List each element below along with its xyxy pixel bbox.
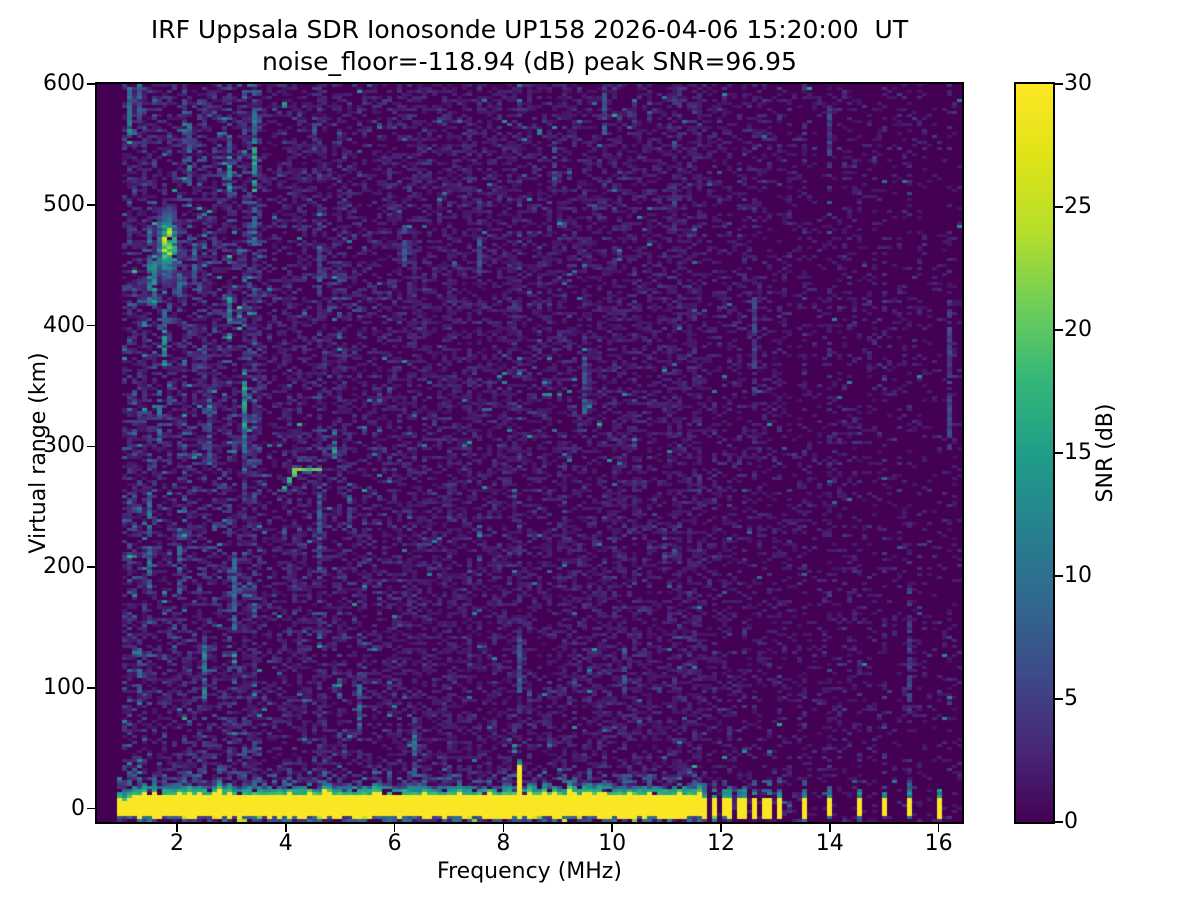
y-tick-label: 600 [43,71,85,96]
y-tick-mark [87,204,95,206]
y-tick-mark [87,566,95,568]
x-tick-mark [937,824,940,832]
y-tick-label: 100 [43,674,85,700]
x-tick-label: 4 [278,831,293,856]
colorbar-gradient-canvas [1016,84,1053,822]
y-tick-mark [87,807,95,810]
x-tick-label: 2 [169,831,184,856]
x-axis-label: Frequency (MHz) [437,859,622,884]
colorbar-tick-label: 0 [1064,809,1078,834]
y-tick-label: 200 [43,554,85,580]
colorbar-tick-mark [1055,575,1063,577]
colorbar-tick-label: 30 [1064,71,1092,96]
colorbar-tick-mark [1055,83,1063,85]
x-tick-mark [611,824,613,832]
x-tick-mark [285,824,287,832]
colorbar-tick-label: 10 [1064,563,1092,588]
colorbar-tick-mark [1055,698,1063,700]
x-tick-label: 10 [598,831,627,856]
colorbar-tick-mark [1055,329,1063,331]
colorbar-tick-mark [1055,206,1063,208]
y-axis-label: Virtual range (km) [26,352,51,554]
x-tick-mark [720,824,722,832]
figure-subtitle: noise_floor=-118.94 (dB) peak SNR=96.95 [262,47,797,76]
x-tick-mark [393,824,396,832]
x-tick-label: 8 [496,831,511,856]
y-tick-mark [87,83,95,85]
y-tick-mark [87,687,95,689]
colorbar-tick-label: 25 [1064,194,1092,219]
x-tick-label: 6 [387,831,402,856]
colorbar-tick-mark [1055,821,1063,823]
colorbar-label: SNR (dB) [1093,403,1118,503]
y-tick-label: 300 [43,433,85,459]
colorbar-tick-label: 15 [1064,440,1092,465]
x-tick-mark [176,824,178,832]
x-tick-mark [502,824,505,832]
y-tick-label: 500 [43,191,85,217]
x-tick-mark [829,824,831,832]
x-tick-label: 14 [815,831,844,856]
x-tick-label: 16 [924,831,953,856]
x-tick-label: 12 [706,831,735,856]
ionogram-heatmap-canvas [97,84,962,822]
colorbar-tick-label: 5 [1064,686,1078,711]
y-tick-label: 400 [43,312,85,338]
y-tick-mark [87,324,95,327]
y-tick-label: 0 [71,795,85,821]
y-tick-mark [87,445,95,448]
colorbar-tick-mark [1055,452,1063,454]
figure-title: IRF Uppsala SDR Ionosonde UP158 2026-04-… [150,15,909,44]
colorbar-tick-label: 20 [1064,317,1092,342]
